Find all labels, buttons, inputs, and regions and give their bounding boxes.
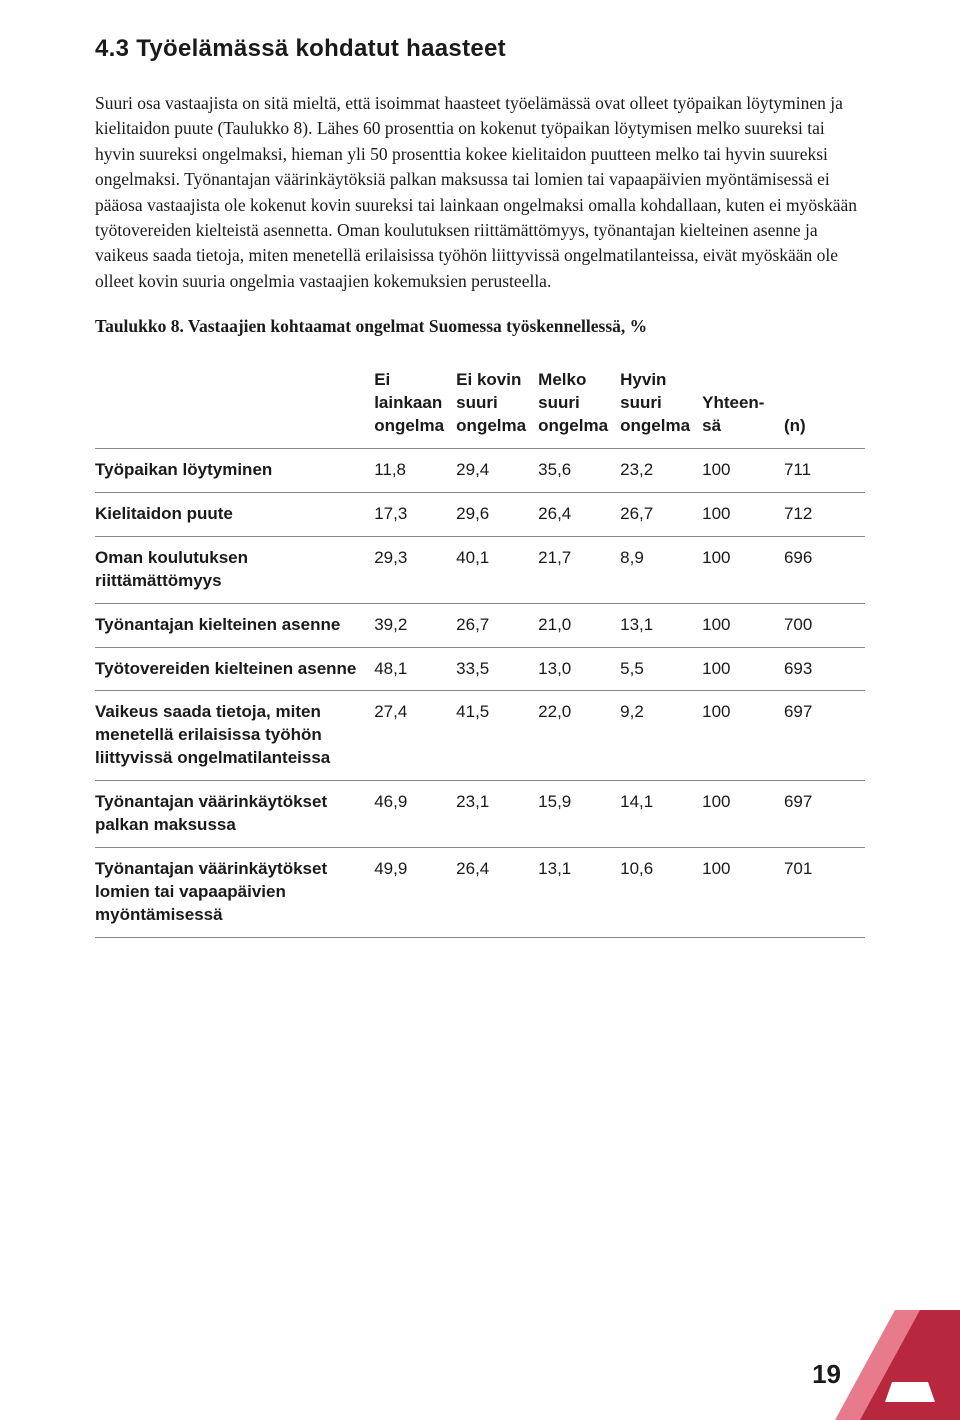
- table-cell: 701: [784, 848, 865, 938]
- table-cell: Työnantajan kielteinen asenne: [95, 603, 374, 647]
- table-header: Melko suuri ongelma: [538, 361, 620, 448]
- table-cell: Kielitaidon puute: [95, 492, 374, 536]
- table-cell: 9,2: [620, 691, 702, 781]
- table-cell: 26,7: [456, 603, 538, 647]
- table-header-row: Ei lainkaan ongelma Ei kovin suuri ongel…: [95, 361, 865, 448]
- corner-logo-icon: [800, 1310, 960, 1420]
- table-cell: 41,5: [456, 691, 538, 781]
- table-cell: 39,2: [374, 603, 456, 647]
- table-cell: 100: [702, 781, 784, 848]
- table-row: Työnantajan kielteinen asenne 39,2 26,7 …: [95, 603, 865, 647]
- table-header: Ei kovin suuri ongelma: [456, 361, 538, 448]
- table-body: Työpaikan löytyminen 11,8 29,4 35,6 23,2…: [95, 448, 865, 937]
- table-cell: Työpaikan löytyminen: [95, 448, 374, 492]
- table-cell: 15,9: [538, 781, 620, 848]
- table-cell: 17,3: [374, 492, 456, 536]
- table-cell: 13,1: [538, 848, 620, 938]
- table-row: Vaikeus saada tietoja, miten menetellä e…: [95, 691, 865, 781]
- table-cell: 11,8: [374, 448, 456, 492]
- table-cell: 696: [784, 536, 865, 603]
- body-paragraph: Suuri osa vastaajista on sitä mieltä, et…: [95, 91, 865, 294]
- table-cell: 100: [702, 492, 784, 536]
- table-cell: 100: [702, 647, 784, 691]
- table-row: Oman koulutuksen riittämättömyys 29,3 40…: [95, 536, 865, 603]
- table-cell: 29,6: [456, 492, 538, 536]
- table-cell: 100: [702, 691, 784, 781]
- table-cell: 29,4: [456, 448, 538, 492]
- table-cell: 14,1: [620, 781, 702, 848]
- table-row: Työnantajan väärinkäytökset palkan maksu…: [95, 781, 865, 848]
- table-cell: 48,1: [374, 647, 456, 691]
- table-cell: 22,0: [538, 691, 620, 781]
- table-cell: 46,9: [374, 781, 456, 848]
- table-cell: 23,1: [456, 781, 538, 848]
- table-cell: 8,9: [620, 536, 702, 603]
- section-heading: 4.3 Työelämässä kohdatut haasteet: [95, 35, 865, 63]
- table-cell: 5,5: [620, 647, 702, 691]
- table-cell: 49,9: [374, 848, 456, 938]
- table-cell: 23,2: [620, 448, 702, 492]
- table-cell: 35,6: [538, 448, 620, 492]
- table-cell: 13,1: [620, 603, 702, 647]
- table-header: [95, 361, 374, 448]
- table-cell: Työtovereiden kielteinen asenne: [95, 647, 374, 691]
- problems-table: Ei lainkaan ongelma Ei kovin suuri ongel…: [95, 361, 865, 938]
- table-cell: Työnantajan väärinkäytökset lomien tai v…: [95, 848, 374, 938]
- table-header: (n): [784, 361, 865, 448]
- table-cell: 29,3: [374, 536, 456, 603]
- table-cell: 700: [784, 603, 865, 647]
- table-header: Ei lainkaan ongelma: [374, 361, 456, 448]
- table-cell: 26,4: [456, 848, 538, 938]
- table-cell: 13,0: [538, 647, 620, 691]
- table-row: Työtovereiden kielteinen asenne 48,1 33,…: [95, 647, 865, 691]
- table-cell: 21,0: [538, 603, 620, 647]
- table-cell: Oman koulutuksen riittämättömyys: [95, 536, 374, 603]
- table-row: Kielitaidon puute 17,3 29,6 26,4 26,7 10…: [95, 492, 865, 536]
- table-caption: Taulukko 8. Vastaajien kohtaamat ongelma…: [95, 316, 865, 337]
- table-cell: 712: [784, 492, 865, 536]
- table-cell: Vaikeus saada tietoja, miten menetellä e…: [95, 691, 374, 781]
- table-header: Yhteen-sä: [702, 361, 784, 448]
- table-cell: 40,1: [456, 536, 538, 603]
- table-cell: 27,4: [374, 691, 456, 781]
- table-cell: 100: [702, 536, 784, 603]
- table-cell: 697: [784, 691, 865, 781]
- table-cell: 100: [702, 603, 784, 647]
- table-cell: 10,6: [620, 848, 702, 938]
- table-cell: 33,5: [456, 647, 538, 691]
- table-cell: 100: [702, 848, 784, 938]
- table-row: Työnantajan väärinkäytökset lomien tai v…: [95, 848, 865, 938]
- table-cell: 693: [784, 647, 865, 691]
- table-cell: 26,4: [538, 492, 620, 536]
- table-cell: 711: [784, 448, 865, 492]
- table-header: Hyvin suuri ongelma: [620, 361, 702, 448]
- table-cell: 21,7: [538, 536, 620, 603]
- table-row: Työpaikan löytyminen 11,8 29,4 35,6 23,2…: [95, 448, 865, 492]
- table-cell: Työnantajan väärinkäytökset palkan maksu…: [95, 781, 374, 848]
- table-cell: 100: [702, 448, 784, 492]
- table-cell: 26,7: [620, 492, 702, 536]
- table-cell: 697: [784, 781, 865, 848]
